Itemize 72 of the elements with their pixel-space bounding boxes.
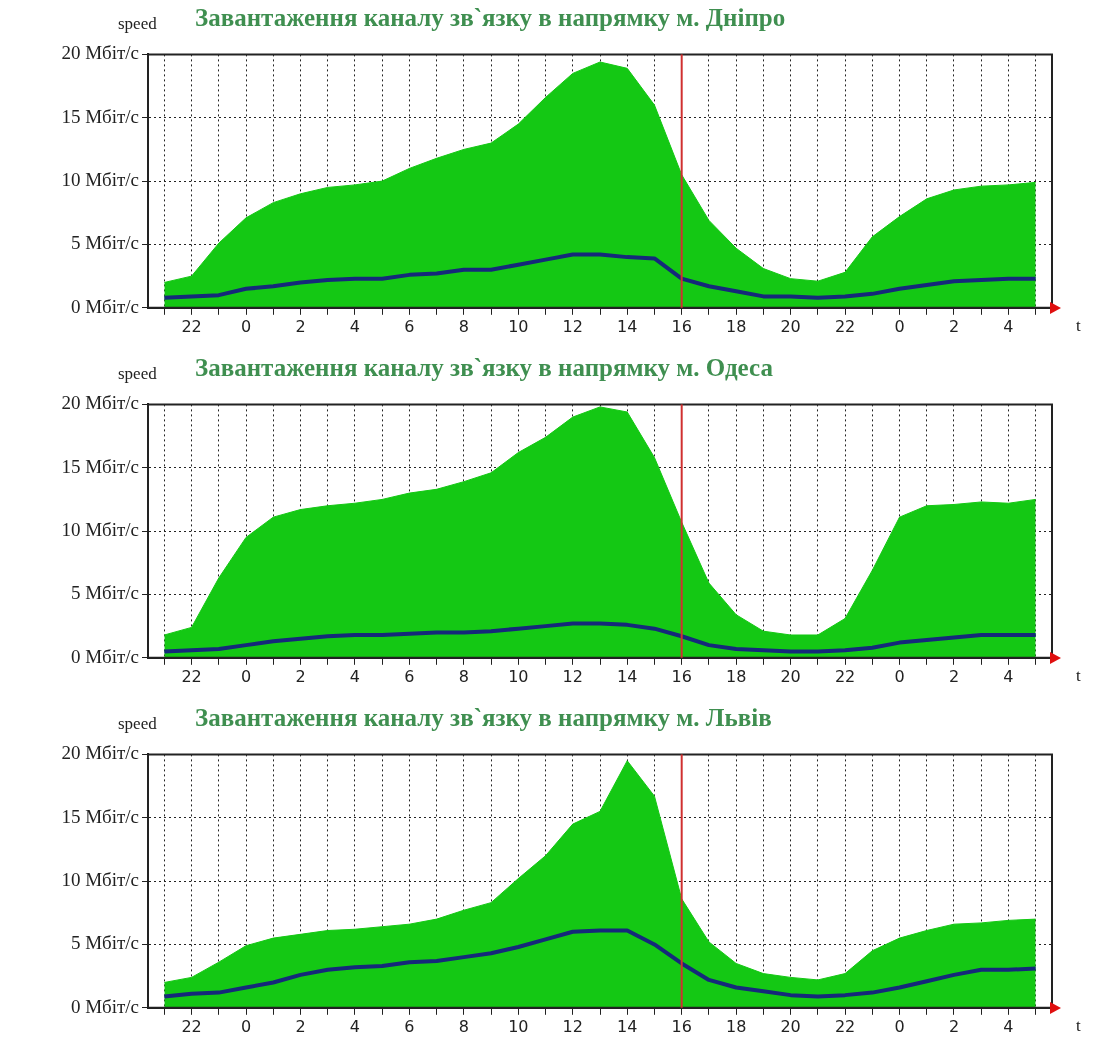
x-tick-label: 0 [894,1016,905,1036]
x-tick-label: 10 [508,666,529,686]
y-axis-title: speed [118,14,157,34]
x-tick-label: 12 [562,666,583,686]
x-tick-label: 8 [458,316,469,336]
x-tick-label: 16 [671,316,692,336]
y-tick-label: 20 Мбіт/с [61,742,139,764]
x-tick-label: 12 [562,1016,583,1036]
y-tick-label: 5 Мбіт/с [70,232,139,254]
x-tick-label: 4 [349,316,361,336]
x-tick-label: 20 [780,1016,801,1036]
x-tick-label: 6 [404,316,415,336]
y-tick-label: 0 Мбіт/с [70,995,139,1017]
x-tick-label: 22 [181,1016,202,1036]
x-tick-label: 18 [725,1016,747,1036]
y-tick-label: 15 Мбіт/с [61,455,139,477]
x-tick-label: 4 [1003,316,1014,336]
x-tick-label: 4 [1003,1016,1014,1036]
y-tick-label: 15 Мбіт/с [61,105,139,127]
x-tick-label: 2 [295,666,306,686]
x-tick-label: 22 [181,316,202,336]
x-tick-label: 8 [458,666,469,686]
x-tick-label: 0 [240,1016,252,1036]
y-tick-label: 20 Мбіт/с [61,42,139,64]
y-tick-label: 5 Мбіт/с [70,932,139,954]
y-tick-label: 10 Мбіт/с [61,169,139,191]
x-tick-label: 14 [617,666,638,686]
x-tick-label: 0 [240,666,252,686]
x-tick-label: 0 [894,316,905,336]
x-tick-label: 22 [181,666,202,686]
x-axis-title: t [1076,1015,1081,1036]
x-tick-label: 2 [948,316,960,336]
x-tick-label: 4 [349,666,361,686]
y-axis-title: speed [118,364,157,384]
y-tick-label: 0 Мбіт/с [70,295,139,317]
x-tick-label: 6 [404,1016,415,1036]
x-tick-label: 14 [617,316,638,336]
y-tick-label: 20 Мбіт/с [61,392,139,414]
y-tick-label: 10 Мбіт/с [61,519,139,541]
x-tick-label: 22 [834,666,856,686]
x-tick-label: 10 [508,316,529,336]
x-tick-label: 16 [671,1016,692,1036]
x-tick-label: 14 [617,1016,638,1036]
x-tick-label: 20 [780,316,801,336]
x-tick-label: 8 [458,1016,469,1036]
x-tick-label: 22 [834,316,856,336]
x-axis-title: t [1076,665,1081,686]
x-tick-label: 2 [948,1016,960,1036]
x-tick-label: 18 [725,666,747,686]
x-tick-label: 16 [671,666,692,686]
y-tick-label: 5 Мбіт/с [70,582,139,604]
y-tick-label: 10 Мбіт/с [61,869,139,891]
x-tick-label: 4 [349,1016,361,1036]
x-tick-label: 0 [240,316,252,336]
x-axis-title: t [1076,315,1081,336]
x-tick-label: 10 [508,1016,529,1036]
x-tick-label: 18 [725,316,747,336]
x-tick-label: 2 [295,1016,306,1036]
x-tick-label: 4 [1003,666,1014,686]
x-tick-label: 22 [834,1016,856,1036]
chart-title: Завантаження каналу зв`язку в напрямку м. Львів [195,704,773,732]
chart-title: Завантаження каналу зв`язку в напрямку м. Одеса [195,354,774,382]
x-tick-label: 2 [295,316,306,336]
x-tick-label: 6 [404,666,415,686]
y-tick-label: 0 Мбіт/с [70,645,139,667]
x-tick-label: 2 [948,666,960,686]
x-tick-label: 0 [894,666,905,686]
x-tick-label: 12 [562,316,583,336]
y-tick-label: 15 Мбіт/с [61,805,139,827]
chart-title: Завантаження каналу зв`язку в напрямку м. Дніпро [195,4,787,32]
y-axis-title: speed [118,714,157,734]
x-tick-label: 20 [780,666,801,686]
